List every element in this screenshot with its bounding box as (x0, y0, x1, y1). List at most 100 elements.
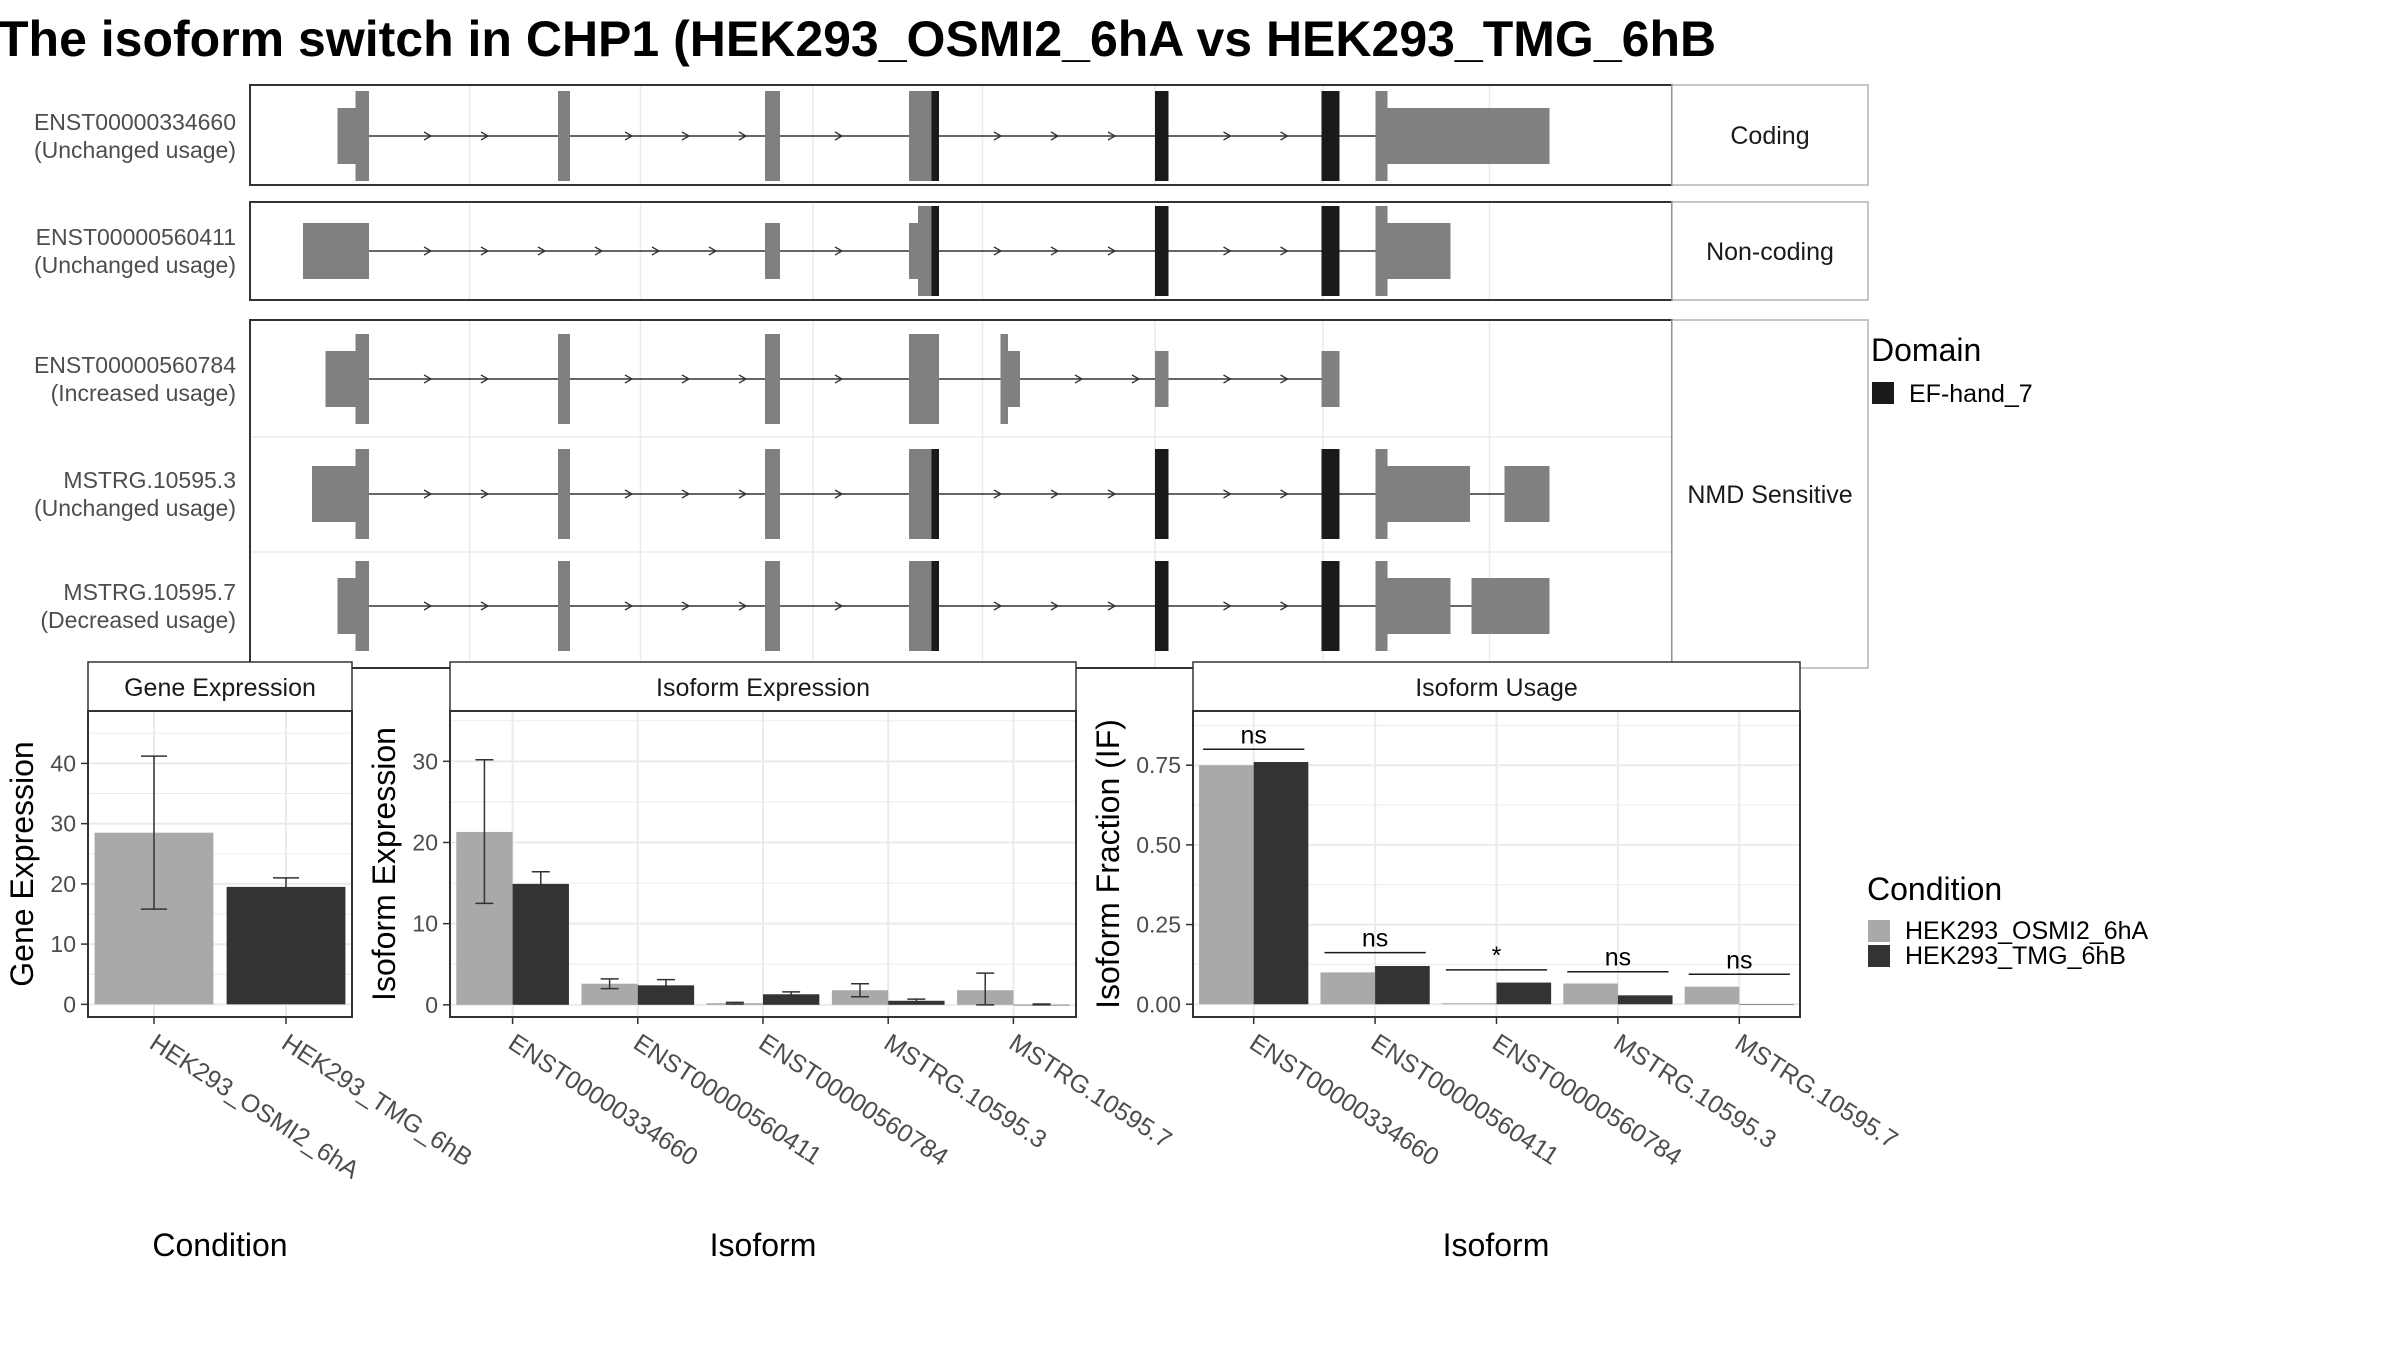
intron-arrow (1050, 601, 1060, 611)
domain-block (1155, 206, 1169, 296)
intron-arrow (738, 131, 748, 141)
y-axis-title: Gene Expression (4, 741, 40, 986)
exon-block (558, 449, 570, 539)
exon-block (765, 223, 780, 279)
chart-title: Isoform Expression (656, 674, 870, 702)
exon-block (1375, 561, 1388, 651)
bar (226, 886, 346, 1005)
exon-block (909, 223, 918, 279)
bar (1563, 983, 1618, 1005)
domain-block (931, 206, 939, 296)
intron-arrow (423, 601, 433, 611)
intron-arrow (1107, 246, 1117, 256)
intron-arrow (480, 489, 490, 499)
transcript-usage-label: (Unchanged usage) (34, 137, 236, 163)
exon-block (1155, 351, 1169, 407)
transcript-usage-label: (Unchanged usage) (34, 495, 236, 521)
domain-legend: Domain EF-hand_7 (1871, 332, 2033, 408)
exon-block (355, 334, 369, 424)
transcript-id-label: MSTRG.10595.3 (63, 467, 236, 493)
intron-arrow (624, 374, 634, 384)
intron-arrow (681, 601, 691, 611)
exon-block (1000, 334, 1008, 424)
intron-arrow (480, 374, 490, 384)
intron-arrow (1223, 374, 1232, 384)
exon-block (1008, 351, 1020, 407)
intron-arrow (993, 489, 1003, 499)
exon-block (1321, 351, 1340, 407)
y-tick-label: 30 (412, 748, 438, 774)
intron-arrow (993, 246, 1003, 256)
intron-arrow (738, 601, 748, 611)
y-tick-label: 0 (63, 991, 76, 1017)
exon-block (1471, 578, 1550, 634)
intron-arrow (624, 601, 634, 611)
exon-block (558, 561, 570, 651)
exon-block (325, 351, 356, 407)
facet-strip-label: NMD Sensitive (1687, 481, 1852, 509)
chart-strip (87, 661, 353, 712)
intron-arrow (480, 601, 490, 611)
intron-arrow (738, 374, 748, 384)
bar (637, 985, 695, 1005)
transcript-id-label: ENST00000560784 (34, 352, 236, 378)
intron-arrow (993, 601, 1003, 611)
y-tick-label: 10 (412, 911, 438, 937)
domain-block (1321, 206, 1340, 296)
y-tick-label: 0 (425, 992, 438, 1018)
intron-arrow (480, 131, 490, 141)
exon-block (1375, 449, 1388, 539)
x-axis-title: Condition (152, 1227, 287, 1263)
domain-block (1155, 561, 1169, 651)
intron-arrow (594, 246, 604, 256)
significance-label: ns (1240, 721, 1266, 749)
domain-legend-label: EF-hand_7 (1909, 380, 2033, 408)
bar (763, 994, 820, 1005)
x-axis-title: Isoform (1443, 1227, 1550, 1263)
y-tick-label: 20 (412, 829, 438, 855)
intron-arrow (1107, 601, 1117, 611)
intron-arrow (681, 489, 691, 499)
bar (1199, 765, 1254, 1005)
intron-arrow (1223, 489, 1232, 499)
significance-label: * (1492, 942, 1502, 970)
intron-arrow (1280, 601, 1289, 611)
x-axis-title: Isoform (710, 1227, 817, 1263)
transcript-structure-panel: Coding Non-coding NMD Sensitive ENST0000033… (34, 84, 1869, 669)
intron-arrow (1050, 131, 1060, 141)
figure-title: The isoform switch in CHP1 (HEK293_OSMI2… (0, 11, 1716, 67)
exon-block (1387, 466, 1470, 522)
intron-arrow (651, 246, 661, 256)
transcript-id-label: ENST00000334660 (34, 109, 236, 135)
domain-block (1321, 91, 1340, 181)
intron-arrow (423, 131, 433, 141)
exon-block (909, 334, 939, 424)
y-tick-label: 0.75 (1136, 752, 1181, 778)
bar (1739, 1004, 1794, 1005)
exon-block (303, 223, 369, 279)
domain-block (931, 449, 939, 539)
exon-block (337, 578, 356, 634)
condition-legend-swatch (1868, 945, 1890, 967)
exon-block (558, 91, 570, 181)
bar (1441, 1003, 1497, 1005)
y-tick-label: 0.00 (1136, 991, 1181, 1017)
exon-block (355, 91, 369, 181)
transcript-usage-label: (Increased usage) (51, 380, 236, 406)
intron-arrow (423, 374, 433, 384)
facet-strip (1671, 84, 1869, 186)
intron-arrow (423, 246, 433, 256)
intron-arrow (1223, 131, 1232, 141)
intron-arrow (681, 131, 691, 141)
y-tick-label: 30 (50, 811, 76, 837)
expression-charts: Gene Expression 0 10 20 30 40 HEK293_OSMI2_6hA… (4, 661, 1903, 1263)
domain-block (1321, 449, 1340, 539)
intron-arrow (1280, 131, 1289, 141)
exon-block (765, 91, 780, 181)
intron-arrow (480, 246, 490, 256)
exon-block (312, 466, 356, 522)
intron-arrow (624, 131, 634, 141)
facet-strip-label: Non-coding (1706, 238, 1834, 266)
intron-arrow (1280, 246, 1289, 256)
facet-strip (1671, 319, 1869, 669)
